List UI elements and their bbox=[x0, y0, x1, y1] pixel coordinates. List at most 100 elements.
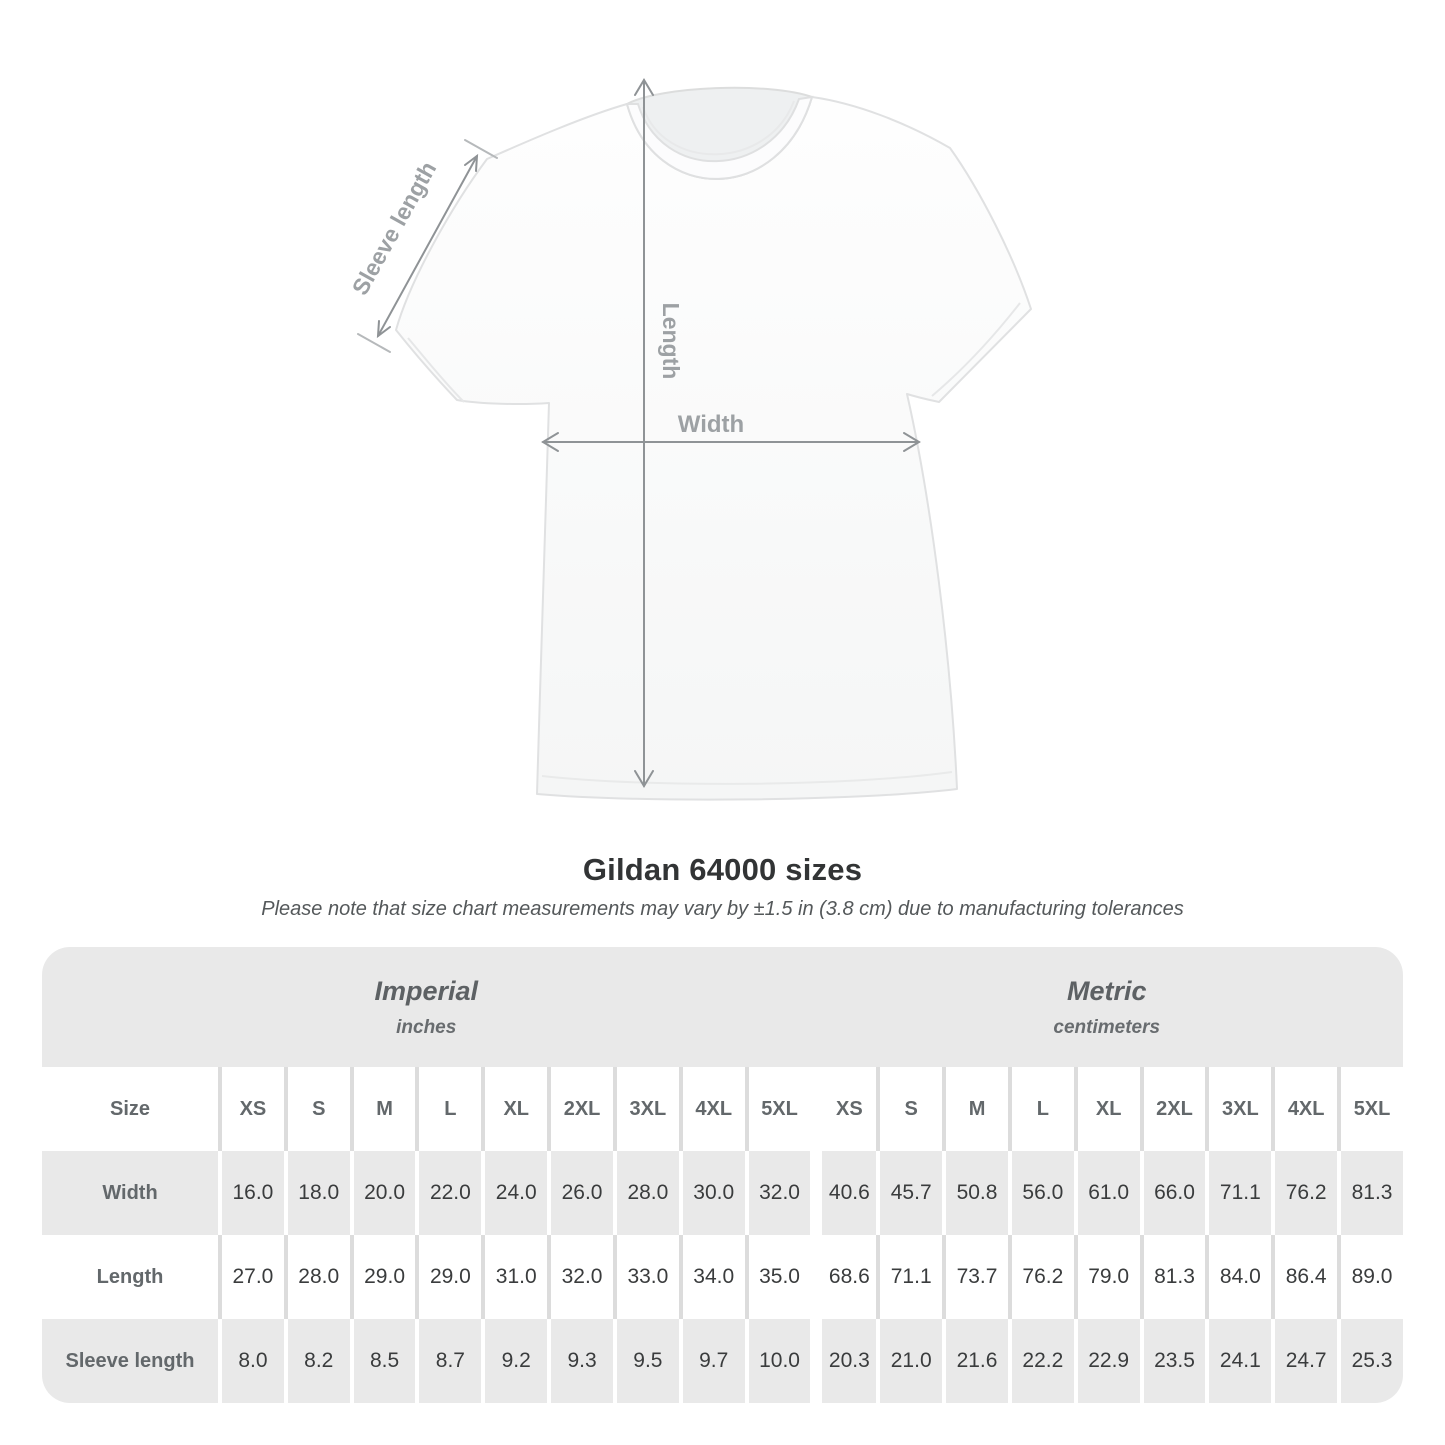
size-col-header-metric: 5XL bbox=[1337, 1067, 1403, 1151]
size-col-header-imperial: S bbox=[283, 1067, 350, 1151]
width-row: Width 16.0 18.0 20.0 22.0 24.0 26.0 28.0… bbox=[42, 1151, 1403, 1235]
row-label: Width bbox=[42, 1151, 218, 1235]
value-cell: 21.6 bbox=[942, 1319, 1008, 1403]
value-cell: 22.2 bbox=[1007, 1319, 1074, 1403]
value-cell: 18.0 bbox=[283, 1151, 350, 1235]
value-cell: 21.0 bbox=[876, 1319, 943, 1403]
value-cell: 23.5 bbox=[1139, 1319, 1206, 1403]
value-cell: 8.7 bbox=[415, 1319, 482, 1403]
width-label: Width bbox=[678, 411, 744, 438]
value-cell: 31.0 bbox=[481, 1235, 548, 1319]
value-cell: 29.0 bbox=[415, 1235, 482, 1319]
size-col-header-metric: 4XL bbox=[1271, 1067, 1338, 1151]
value-cell: 71.1 bbox=[1205, 1151, 1272, 1235]
value-cell: 8.2 bbox=[283, 1319, 350, 1403]
sleeve-length-arrow bbox=[357, 139, 498, 353]
value-cell: 9.7 bbox=[678, 1319, 745, 1403]
page-title: Gildan 64000 sizes bbox=[582, 852, 863, 887]
size-col-header-imperial: L bbox=[415, 1067, 482, 1151]
value-cell: 24.0 bbox=[481, 1151, 548, 1235]
value-cell: 8.0 bbox=[218, 1319, 284, 1403]
value-cell: 9.2 bbox=[481, 1319, 548, 1403]
tshirt-image: Sleeve length Length Width bbox=[347, 78, 1032, 801]
size-col-header-metric: XL bbox=[1073, 1067, 1140, 1151]
size-col-header-imperial: XS bbox=[218, 1067, 284, 1151]
value-cell: 45.7 bbox=[876, 1151, 943, 1235]
value-cell: 40.6 bbox=[810, 1151, 877, 1235]
imperial-label: Imperial bbox=[374, 975, 478, 1006]
value-cell: 50.8 bbox=[942, 1151, 1008, 1235]
value-cell: 32.0 bbox=[547, 1235, 613, 1319]
value-cell: 16.0 bbox=[218, 1151, 284, 1235]
size-header-row: Size XS S M L XL 2XL 3XL 4XL 5XL XS S M … bbox=[42, 1067, 1403, 1151]
size-chart-table: Imperial inches Metric centimeters Size … bbox=[42, 947, 1403, 1403]
length-arrow bbox=[634, 78, 654, 788]
size-col-header-imperial: 5XL bbox=[744, 1067, 811, 1151]
size-col-header-metric: 3XL bbox=[1205, 1067, 1272, 1151]
value-cell: 9.5 bbox=[612, 1319, 679, 1403]
value-cell: 10.0 bbox=[744, 1319, 811, 1403]
value-cell: 66.0 bbox=[1139, 1151, 1206, 1235]
value-cell: 32.0 bbox=[744, 1151, 811, 1235]
collar-band bbox=[625, 95, 814, 180]
value-cell: 27.0 bbox=[218, 1235, 284, 1319]
value-cell: 24.1 bbox=[1205, 1319, 1272, 1403]
row-label: Length bbox=[42, 1235, 218, 1319]
metric-unit-label: centimeters bbox=[1053, 1016, 1161, 1038]
value-cell: 34.0 bbox=[678, 1235, 745, 1319]
value-cell: 76.2 bbox=[1271, 1151, 1338, 1235]
value-cell: 26.0 bbox=[547, 1151, 613, 1235]
value-cell: 56.0 bbox=[1007, 1151, 1074, 1235]
size-col-header-metric: L bbox=[1007, 1067, 1074, 1151]
size-col-header-imperial: XL bbox=[481, 1067, 548, 1151]
value-cell: 81.3 bbox=[1139, 1235, 1206, 1319]
right-cuff-stitch bbox=[931, 302, 1021, 397]
size-col-header-metric: S bbox=[876, 1067, 943, 1151]
value-cell: 24.7 bbox=[1271, 1319, 1338, 1403]
value-cell: 25.3 bbox=[1337, 1319, 1403, 1403]
metric-header: Metric centimeters bbox=[810, 947, 1403, 1067]
value-cell: 20.3 bbox=[810, 1319, 877, 1403]
sleeve-length-row: Sleeve length 8.0 8.2 8.5 8.7 9.2 9.3 9.… bbox=[42, 1319, 1403, 1403]
width-arrow bbox=[541, 432, 921, 452]
size-column-header: Size bbox=[42, 1067, 218, 1151]
imperial-header: Imperial inches bbox=[42, 947, 811, 1067]
value-cell: 81.3 bbox=[1337, 1151, 1403, 1235]
size-col-header-metric: XS bbox=[810, 1067, 877, 1151]
tolerance-note: Please note that size chart measurements… bbox=[261, 898, 1184, 920]
tshirt-silhouette bbox=[395, 86, 1032, 801]
value-cell: 84.0 bbox=[1205, 1235, 1272, 1319]
value-cell: 28.0 bbox=[283, 1235, 350, 1319]
value-cell: 20.0 bbox=[349, 1151, 416, 1235]
left-cuff-stitch bbox=[407, 337, 465, 403]
imperial-unit-label: inches bbox=[396, 1016, 457, 1038]
size-col-header-imperial: 2XL bbox=[547, 1067, 613, 1151]
value-cell: 79.0 bbox=[1073, 1235, 1140, 1319]
hem-stitch bbox=[541, 771, 953, 785]
value-cell: 8.5 bbox=[349, 1319, 416, 1403]
tshirt-diagram: Sleeve length Length Width bbox=[347, 78, 1032, 801]
size-col-header-metric: M bbox=[942, 1067, 1008, 1151]
unit-header-row: Imperial inches Metric centimeters bbox=[42, 947, 1403, 1067]
size-col-header-imperial: 4XL bbox=[678, 1067, 745, 1151]
row-label: Sleeve length bbox=[42, 1319, 218, 1403]
value-cell: 76.2 bbox=[1007, 1235, 1074, 1319]
length-label: Length bbox=[658, 303, 684, 380]
value-cell: 9.3 bbox=[547, 1319, 613, 1403]
value-cell: 61.0 bbox=[1073, 1151, 1140, 1235]
value-cell: 71.1 bbox=[876, 1235, 943, 1319]
size-col-header-imperial: 3XL bbox=[612, 1067, 679, 1151]
value-cell: 29.0 bbox=[349, 1235, 416, 1319]
value-cell: 89.0 bbox=[1337, 1235, 1403, 1319]
value-cell: 68.6 bbox=[810, 1235, 877, 1319]
size-col-header-imperial: M bbox=[349, 1067, 416, 1151]
value-cell: 35.0 bbox=[744, 1235, 811, 1319]
length-row: Length 27.0 28.0 29.0 29.0 31.0 32.0 33.… bbox=[42, 1235, 1403, 1319]
value-cell: 86.4 bbox=[1271, 1235, 1338, 1319]
value-cell: 73.7 bbox=[942, 1235, 1008, 1319]
metric-label: Metric bbox=[1066, 975, 1147, 1006]
value-cell: 28.0 bbox=[612, 1151, 679, 1235]
size-col-header-metric: 2XL bbox=[1139, 1067, 1206, 1151]
value-cell: 33.0 bbox=[612, 1235, 679, 1319]
